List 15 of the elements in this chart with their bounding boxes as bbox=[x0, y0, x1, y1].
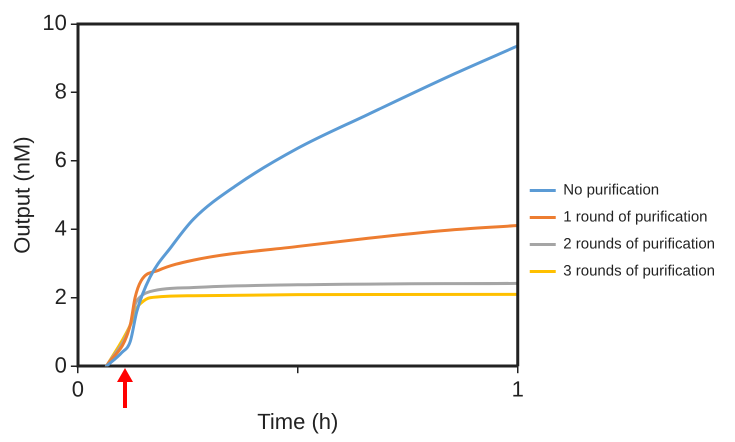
legend-label: No purification bbox=[563, 182, 660, 199]
y-tick-label: 2 bbox=[54, 284, 67, 309]
line-series bbox=[104, 44, 518, 366]
legend-label: 1 round of purification bbox=[563, 208, 708, 226]
y-tick-label: 8 bbox=[54, 78, 67, 104]
x-axis-title: Time (h) bbox=[257, 408, 338, 434]
y-tick-label: 6 bbox=[54, 146, 67, 172]
y-axis-title: Output (nM) bbox=[9, 136, 34, 254]
legend-label: 2 rounds of purification bbox=[563, 236, 716, 253]
legend-label: 3 rounds of purification bbox=[563, 262, 716, 280]
y-tick-label: 4 bbox=[54, 215, 67, 240]
line-series bbox=[104, 224, 518, 366]
y-tick-label: 0 bbox=[54, 352, 67, 378]
x-tick-label: 1 bbox=[512, 376, 524, 402]
y-tick-label: 10 bbox=[42, 10, 67, 36]
